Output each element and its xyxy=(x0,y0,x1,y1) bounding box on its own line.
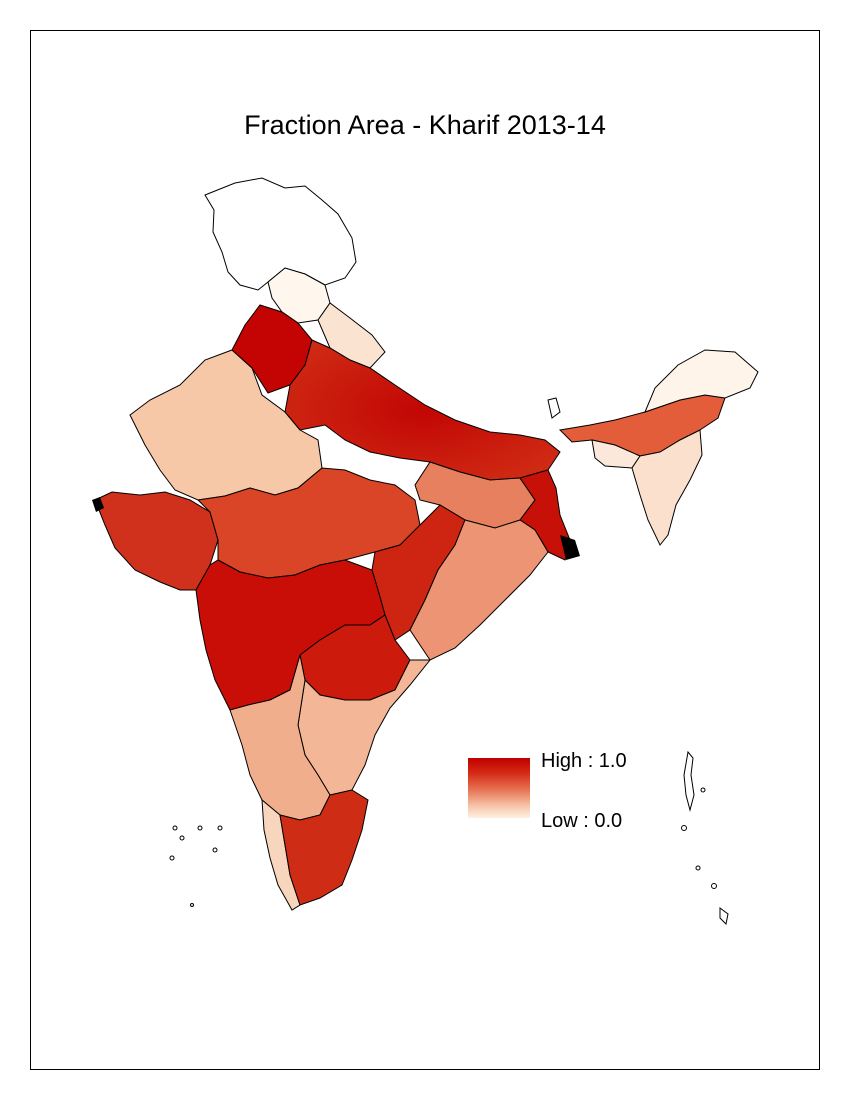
region-arunachal xyxy=(644,349,759,413)
legend-color-ramp xyxy=(468,758,530,818)
map-frame xyxy=(30,30,820,1070)
andaman-nicobar-islands xyxy=(681,750,729,926)
region-kutch-dark xyxy=(92,497,104,512)
region-tripura-mizoram-manipur xyxy=(631,429,703,546)
map-title: Fraction Area - Kharif 2013-14 xyxy=(244,110,606,140)
region-sikkim xyxy=(547,397,561,419)
region-odisha xyxy=(409,519,549,661)
region-west-bengal xyxy=(519,469,573,561)
lakshadweep-islands xyxy=(169,825,223,907)
region-karnataka xyxy=(229,654,331,821)
legend-low-label: Low : 0.0 xyxy=(541,810,623,832)
region-gujarat xyxy=(94,491,219,591)
legend-high-label: High : 1.0 xyxy=(541,750,627,772)
region-rajasthan xyxy=(129,349,323,501)
region-tamil-nadu xyxy=(279,789,369,906)
region-sundarbans-dark xyxy=(560,535,580,560)
region-indo-gangetic-plain xyxy=(284,339,561,481)
